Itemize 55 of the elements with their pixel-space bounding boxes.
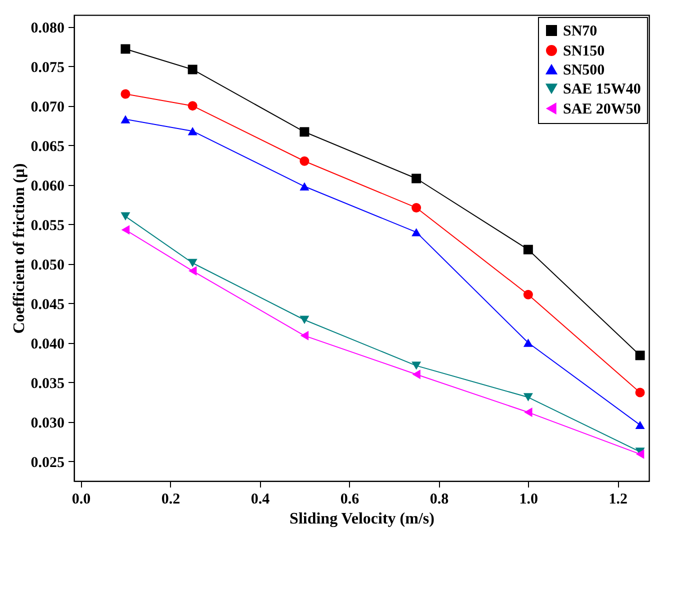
point [635, 388, 645, 398]
x-tick-label: 0.0 [72, 492, 91, 508]
point [523, 244, 533, 254]
legend-label: SN500 [563, 62, 605, 78]
point [188, 126, 198, 136]
point [120, 212, 130, 221]
point [188, 258, 198, 268]
y-tick-label: 0.025 [30, 454, 64, 471]
y-tick-label: 0.040 [30, 336, 64, 352]
y-tick-label: 0.050 [30, 257, 64, 274]
point [635, 350, 645, 360]
point [412, 362, 422, 370]
point [300, 316, 310, 324]
point [523, 290, 533, 300]
y-tick-label: 0.070 [30, 99, 64, 116]
y-tick-label: 0.055 [30, 218, 64, 234]
point [300, 182, 310, 190]
point [636, 449, 644, 459]
y-tick-label: 0.030 [30, 415, 64, 432]
point [524, 408, 532, 418]
x-axis-title: Sliding Velocity (m/s) [290, 510, 434, 528]
point [188, 266, 197, 276]
legend-label: SAE 15W40 [563, 82, 641, 98]
x-tick-label: 1.2 [608, 492, 628, 508]
x-tick-label: 0.2 [161, 492, 180, 508]
point [120, 115, 130, 124]
y-tick-label: 0.080 [30, 20, 64, 36]
point [412, 174, 422, 184]
point [300, 127, 310, 137]
y-tick-label: 0.075 [30, 60, 64, 76]
y-tick-label: 0.060 [30, 178, 64, 194]
y-tick-label: 0.045 [30, 296, 64, 313]
point [300, 156, 310, 166]
point [120, 89, 130, 99]
y-axis-title: Coefficient of friction (μ) [10, 163, 28, 334]
x-tick-label: 0.6 [340, 492, 360, 508]
point [188, 101, 198, 111]
point [121, 225, 130, 235]
point [120, 44, 130, 54]
point [412, 202, 422, 212]
legend-label: SN70 [563, 24, 598, 40]
point [635, 420, 645, 430]
point [523, 338, 533, 347]
y-tick-label: 0.035 [30, 376, 64, 392]
x-tick-label: 1.0 [519, 492, 538, 508]
point [412, 228, 422, 236]
point [188, 64, 198, 74]
point [523, 393, 533, 402]
x-tick-label: 0.4 [250, 492, 270, 508]
legend-label: SN150 [563, 44, 605, 60]
x-tick-label: 0.8 [430, 492, 449, 508]
y-tick-label: 0.065 [30, 138, 64, 155]
legend-label: SAE 20W50 [563, 102, 641, 118]
point [412, 370, 420, 380]
point [300, 330, 309, 340]
